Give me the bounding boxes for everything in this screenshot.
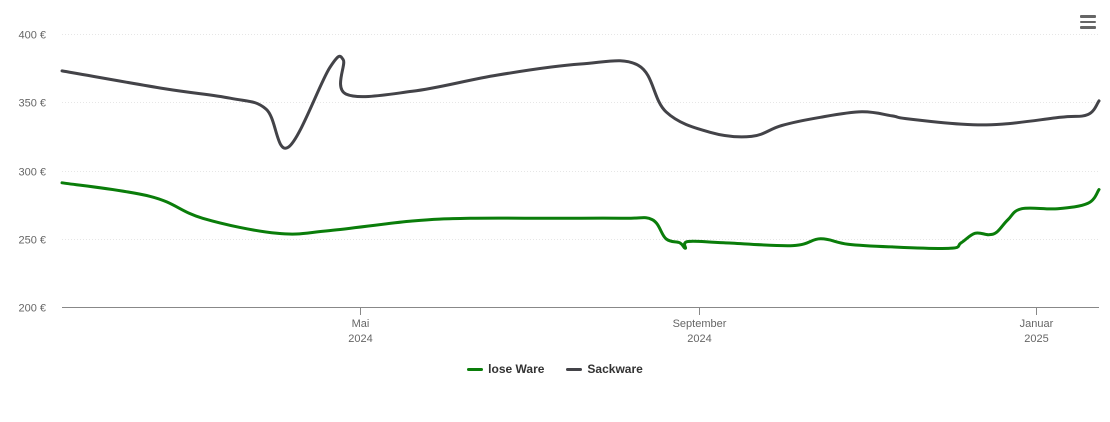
y-tick-label: 400 € xyxy=(18,30,46,42)
x-tick-label-year: 2024 xyxy=(687,333,711,345)
y-tick-label: 200 € xyxy=(18,303,46,315)
legend-item-lose-ware[interactable]: lose Ware xyxy=(467,362,544,376)
legend-swatch xyxy=(467,367,484,371)
legend-swatch xyxy=(566,367,583,371)
series-lines xyxy=(60,54,1101,250)
legend-label: lose Ware xyxy=(488,362,545,376)
y-tick-label: 350 € xyxy=(18,98,46,110)
legend-item-sackware[interactable]: Sackware xyxy=(566,362,643,376)
x-tick-label-month: Mai xyxy=(352,318,370,330)
y-tick-label: 250 € xyxy=(18,235,46,247)
series-line-sackware[interactable] xyxy=(60,54,1101,150)
chart-menu-button[interactable] xyxy=(1076,12,1100,32)
y-axis: 200 € 250 € 300 € 350 € 400 € xyxy=(18,30,46,315)
x-tick-label-year: 2024 xyxy=(348,333,372,345)
x-tick-label-year: 2025 xyxy=(1024,333,1048,345)
hamburger-icon-line xyxy=(1080,26,1096,29)
y-tick-label: 300 € xyxy=(18,167,46,179)
hamburger-icon xyxy=(1080,15,1096,18)
x-tick-label-month: Januar xyxy=(1020,318,1054,330)
grid-lines xyxy=(62,34,1099,240)
x-axis: Mai 2024 September 2024 Januar 2025 xyxy=(62,307,1099,345)
series-line-lose-ware[interactable] xyxy=(60,181,1101,250)
x-tick-label-month: September xyxy=(673,318,727,330)
chart-legend: lose Ware Sackware xyxy=(0,362,1110,376)
hamburger-icon-line xyxy=(1080,20,1096,23)
legend-label: Sackware xyxy=(587,362,643,376)
